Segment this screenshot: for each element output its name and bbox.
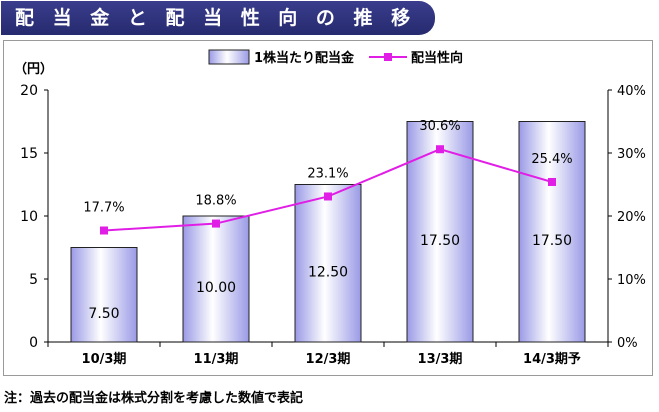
bar-value-label: 7.50 bbox=[88, 306, 119, 322]
bar bbox=[182, 215, 250, 343]
legend-marker-line bbox=[384, 53, 392, 61]
x-tick-label: 12/3期 bbox=[306, 352, 351, 367]
bar bbox=[406, 121, 474, 343]
bar-value-label: 12.50 bbox=[308, 264, 348, 280]
line-point-marker bbox=[100, 226, 108, 235]
bar-value-label: 10.00 bbox=[196, 280, 236, 296]
line-value-label: 25.4% bbox=[531, 152, 572, 167]
y-tick-label: 10 bbox=[20, 209, 38, 225]
y2-tick-label: 30% bbox=[617, 147, 646, 162]
y-tick-label: 0 bbox=[29, 335, 38, 351]
y-tick-label: 5 bbox=[29, 272, 38, 288]
line-value-label: 17.7% bbox=[83, 200, 124, 215]
bar-value-label: 17.50 bbox=[532, 233, 572, 249]
y2-tick-label: 20% bbox=[617, 210, 646, 225]
x-tick-label: 11/3期 bbox=[194, 352, 239, 367]
line-value-label: 23.1% bbox=[307, 166, 348, 181]
x-tick-label: 10/3期 bbox=[82, 352, 127, 367]
y2-tick-label: 0% bbox=[617, 336, 638, 351]
line-value-label: 30.6% bbox=[419, 119, 460, 134]
legend-label-bar: 1株当たり配当金 bbox=[254, 50, 355, 66]
y2-tick-label: 40% bbox=[617, 84, 646, 99]
line-point-marker bbox=[548, 177, 556, 186]
x-tick-label: 13/3期 bbox=[418, 352, 463, 367]
line-value-label: 18.8% bbox=[195, 194, 236, 209]
y-tick-label: 20 bbox=[20, 83, 38, 99]
chart-title-banner: 配 当 金 と 配 当 性 向 の 推 移 bbox=[1, 1, 435, 35]
x-tick-label: 14/3期予 bbox=[523, 352, 581, 367]
y-axis-unit-label: （円） bbox=[14, 61, 53, 77]
chart-title: 配 当 金 と 配 当 性 向 の 推 移 bbox=[15, 7, 417, 29]
bar bbox=[70, 247, 138, 343]
bar bbox=[518, 121, 586, 343]
bar bbox=[294, 184, 362, 343]
line-point-marker bbox=[212, 219, 220, 228]
legend-label-line: 配当性向 bbox=[411, 50, 463, 66]
legend-swatch-bar bbox=[208, 49, 250, 65]
y2-tick-label: 10% bbox=[617, 273, 646, 288]
y-tick-label: 15 bbox=[20, 146, 38, 162]
line-point-marker bbox=[324, 192, 332, 201]
footnote: 注：過去の配当金は株式分割を考慮した数値で表記 bbox=[4, 391, 304, 406]
line-point-marker bbox=[436, 145, 444, 154]
bar-value-label: 17.50 bbox=[420, 233, 460, 249]
